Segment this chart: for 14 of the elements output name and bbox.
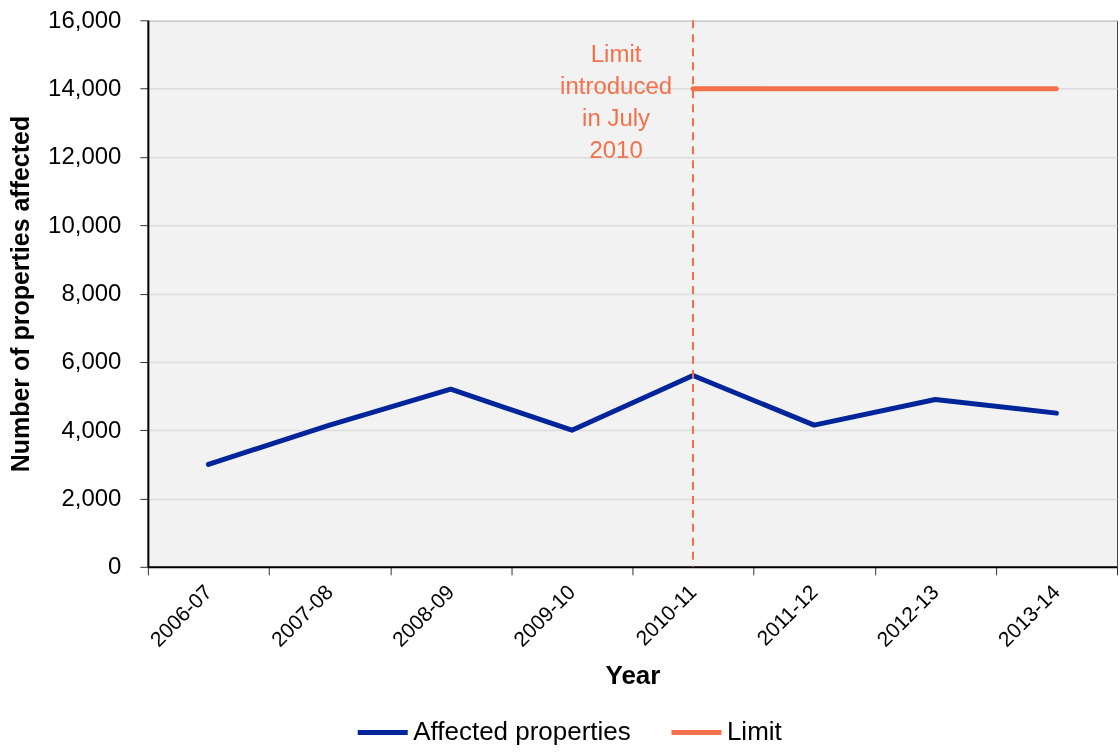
y-tick-label: 0 [108,552,122,580]
legend-label: Limit [726,716,783,747]
y-axis-title: Number of properties affected [6,115,35,473]
y-tick-label: 10,000 [48,210,122,238]
ref-line-label: Limit introduced in July 2010 [560,40,673,164]
x-axis-title: Year [605,659,661,690]
y-tick-label: 6,000 [61,347,122,375]
y-tick-label: 8,000 [61,279,122,307]
y-tick-label: 16,000 [48,5,122,33]
y-tick-label: 2,000 [61,484,122,512]
y-tick-label: 12,000 [48,142,122,170]
y-tick-label: 14,000 [48,74,122,102]
y-tick-label: 4,000 [61,415,122,443]
legend-label: Affected properties [413,716,631,747]
